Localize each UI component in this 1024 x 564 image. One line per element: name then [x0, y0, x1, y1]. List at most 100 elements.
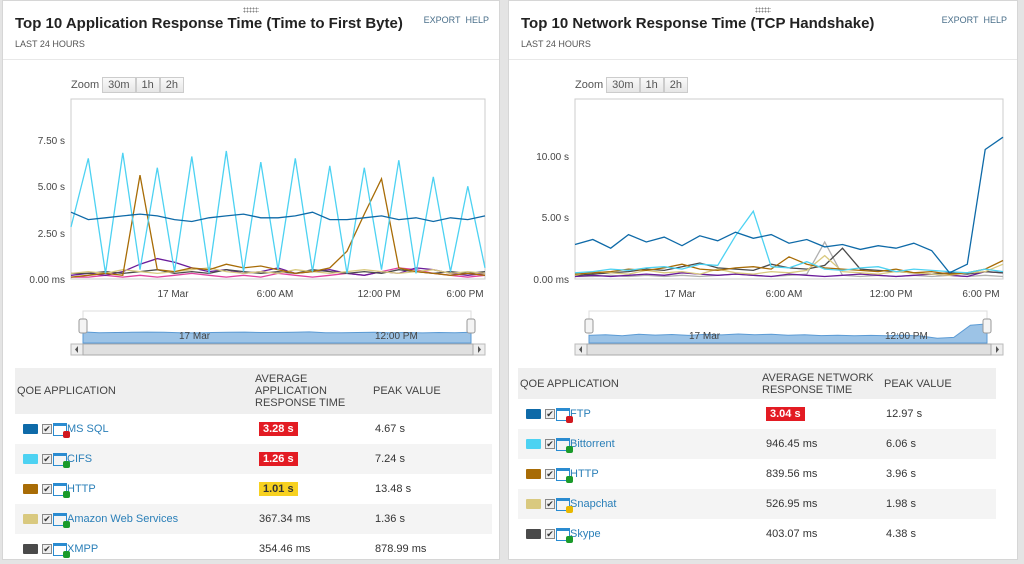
status-icon	[566, 475, 573, 483]
app-table: QOE APPLICATION AVERAGE NETWORK RESPONSE …	[518, 368, 996, 549]
peak-value: 4.67 s	[375, 423, 405, 435]
series-checkbox[interactable]: ✔	[545, 499, 555, 509]
navigator-handle[interactable]	[584, 318, 594, 334]
series-checkbox[interactable]: ✔	[545, 439, 555, 449]
application-link[interactable]: HTTP	[570, 468, 599, 480]
x-tick-label: 17 Mar	[664, 289, 696, 300]
zoom-30m-button[interactable]: 30m	[606, 77, 640, 93]
navigator-handle[interactable]	[78, 318, 88, 334]
zoom-1h-button[interactable]: 1h	[135, 77, 160, 93]
column-header[interactable]: PEAK VALUE	[884, 377, 952, 390]
column-header[interactable]: PEAK VALUE	[373, 385, 441, 397]
average-value: 526.95 ms	[766, 498, 818, 510]
application-link[interactable]: Amazon Web Services	[67, 513, 179, 525]
application-link[interactable]: HTTP	[67, 483, 96, 495]
x-tick-label: 6:00 PM	[962, 289, 999, 300]
widget-subtitle: LAST 24 HOURS	[521, 39, 591, 49]
application-icon	[556, 527, 573, 543]
series-checkbox[interactable]: ✔	[42, 484, 52, 494]
application-link[interactable]: XMPP	[67, 543, 99, 555]
export-link[interactable]: EXPORT	[941, 15, 979, 25]
widget-title: Top 10 Application Response Time (Time t…	[15, 15, 403, 32]
table-row: ✔ HTTP 839.56 ms 3.96 s	[518, 459, 996, 489]
peak-value: 12.97 s	[886, 408, 923, 420]
column-header[interactable]: AVERAGE APPLICATION RESPONSE TIME	[255, 373, 346, 409]
table-row: ✔ MS SQL 3.28 s 4.67 s	[15, 414, 492, 444]
status-icon	[566, 535, 573, 543]
drag-handle[interactable]	[243, 7, 259, 13]
peak-value: 1.98 s	[886, 498, 916, 510]
help-link[interactable]: HELP	[465, 15, 489, 25]
series-color-swatch	[526, 499, 541, 509]
application-icon	[53, 542, 70, 558]
zoom-label: Zoom	[575, 79, 604, 91]
table-row: ✔ Snapchat 526.95 ms 1.98 s	[518, 489, 996, 519]
zoom-selector: Zoom 30m 1h 2h	[71, 77, 185, 93]
table-header: QOE APPLICATION AVERAGE NETWORK RESPONSE …	[518, 368, 996, 399]
navigator-series	[588, 323, 988, 344]
app-table: QOE APPLICATION AVERAGE APPLICATION RESPO…	[15, 368, 492, 564]
widget-subtitle: LAST 24 HOURS	[15, 39, 85, 49]
x-tick-label: 17 Mar	[157, 289, 189, 300]
application-link[interactable]: MS SQL	[67, 423, 109, 435]
series-color-swatch	[526, 439, 541, 449]
x-tick-label: 12:00 PM	[358, 289, 401, 300]
navigator-handle[interactable]	[982, 318, 992, 334]
series-checkbox[interactable]: ✔	[42, 514, 52, 524]
table-row: ✔ FTP 3.04 s 12.97 s	[518, 399, 996, 429]
table-row: ✔ Amazon Web Services 367.34 ms 1.36 s	[15, 504, 492, 534]
zoom-30m-button[interactable]: 30m	[102, 77, 136, 93]
divider	[509, 59, 1017, 60]
series-checkbox[interactable]: ✔	[42, 424, 52, 434]
application-icon	[53, 422, 70, 438]
widget-title: Top 10 Network Response Time (TCP Handsh…	[521, 15, 875, 32]
navigator-handle[interactable]	[466, 318, 476, 334]
table-row: ✔ Bittorrent 946.45 ms 6.06 s	[518, 429, 996, 459]
zoom-2h-button[interactable]: 2h	[663, 77, 689, 93]
series-checkbox[interactable]: ✔	[545, 409, 555, 419]
zoom-1h-button[interactable]: 1h	[639, 77, 664, 93]
column-header[interactable]: QOE APPLICATION	[17, 385, 116, 397]
y-tick-label: 5.00 s	[38, 182, 65, 193]
average-value: 839.56 ms	[766, 468, 818, 480]
average-value: 1.26 s	[259, 452, 298, 466]
help-link[interactable]: HELP	[983, 15, 1007, 25]
average-value: 946.45 ms	[766, 438, 818, 450]
scrollbar-thumb[interactable]	[82, 343, 474, 356]
series-checkbox[interactable]: ✔	[545, 469, 555, 479]
application-icon	[53, 452, 70, 468]
application-link[interactable]: Bittorrent	[570, 438, 615, 450]
series-checkbox[interactable]: ✔	[42, 544, 52, 554]
application-link[interactable]: CIFS	[67, 453, 93, 465]
column-header[interactable]: QOE APPLICATION	[520, 377, 619, 390]
status-icon	[63, 550, 70, 558]
drag-handle[interactable]	[755, 7, 771, 13]
application-link[interactable]: Snapchat	[570, 498, 617, 510]
status-icon	[63, 520, 70, 528]
zoom-2h-button[interactable]: 2h	[159, 77, 185, 93]
y-tick-label: 0.00 ms	[533, 275, 569, 286]
y-tick-label: 0.00 ms	[29, 275, 65, 286]
series-checkbox[interactable]: ✔	[545, 529, 555, 539]
status-icon	[63, 490, 70, 498]
status-icon	[566, 415, 573, 423]
application-link[interactable]: Skype	[570, 528, 601, 540]
column-header[interactable]: AVERAGE NETWORK RESPONSE TIME	[762, 371, 874, 396]
series-line-ftp	[574, 136, 1004, 274]
scrollbar-thumb[interactable]	[586, 343, 992, 356]
export-link[interactable]: EXPORT	[423, 15, 461, 25]
peak-value: 878.99 ms	[375, 543, 427, 555]
status-icon	[566, 445, 573, 453]
application-icon	[556, 497, 573, 513]
average-value: 403.07 ms	[766, 528, 818, 540]
table-row: ✔ Skype 403.07 ms 4.38 s	[518, 519, 996, 549]
table-row: ✔ XMPP 354.46 ms 878.99 ms	[15, 534, 492, 564]
navigator-label: 17 Mar	[689, 331, 721, 342]
status-icon	[566, 505, 573, 513]
average-value: 3.28 s	[259, 422, 298, 436]
series-checkbox[interactable]: ✔	[42, 454, 52, 464]
series-color-swatch	[23, 544, 38, 554]
application-link[interactable]: FTP	[570, 408, 591, 420]
peak-value: 7.24 s	[375, 453, 405, 465]
x-tick-label: 6:00 PM	[446, 289, 483, 300]
